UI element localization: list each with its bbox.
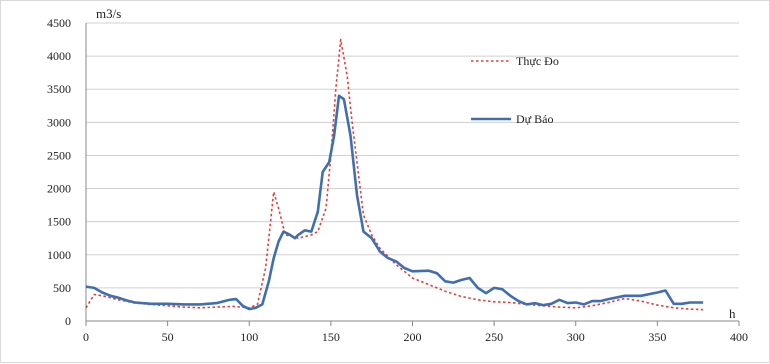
x-tick-label: 150 bbox=[322, 330, 340, 344]
legend-label: Thực Đo bbox=[516, 54, 559, 68]
series-line-thuc-do bbox=[85, 38, 704, 311]
x-tick-label: 200 bbox=[404, 330, 422, 344]
y-tick-label: 1500 bbox=[47, 215, 71, 229]
y-tick-label: 0 bbox=[65, 314, 71, 328]
y-tick-label: 4000 bbox=[47, 49, 71, 63]
y-tick-label: 4500 bbox=[47, 16, 71, 30]
y-tick-label: 2500 bbox=[47, 148, 71, 162]
x-tick-label: 100 bbox=[240, 330, 258, 344]
x-tick-label: 0 bbox=[83, 330, 89, 344]
y-tick-label: 3000 bbox=[47, 115, 71, 129]
x-tick-label: 350 bbox=[648, 330, 666, 344]
series-layer bbox=[85, 38, 704, 311]
y-axis-title: m3/s bbox=[96, 6, 121, 21]
x-tick-label: 250 bbox=[485, 330, 503, 344]
x-tick-label: 400 bbox=[730, 330, 748, 344]
y-tick-label: 2000 bbox=[47, 182, 71, 196]
y-tick-label: 3500 bbox=[47, 82, 71, 96]
x-tick-label: 300 bbox=[567, 330, 585, 344]
y-tick-label: 500 bbox=[53, 281, 71, 295]
legend: Thực Đo Dự Báo bbox=[471, 54, 559, 126]
x-tick-label: 50 bbox=[162, 330, 174, 344]
y-tick-label: 1000 bbox=[47, 248, 71, 262]
gridlines bbox=[86, 22, 739, 289]
axes: 0 500 1000 1500 2000 2500 3000 3500 4000 4500 0 50 1… bbox=[47, 16, 748, 344]
legend-label: Dự Báo bbox=[516, 112, 554, 126]
series-line-du-bao bbox=[85, 94, 704, 311]
x-axis-title: h bbox=[729, 306, 736, 321]
